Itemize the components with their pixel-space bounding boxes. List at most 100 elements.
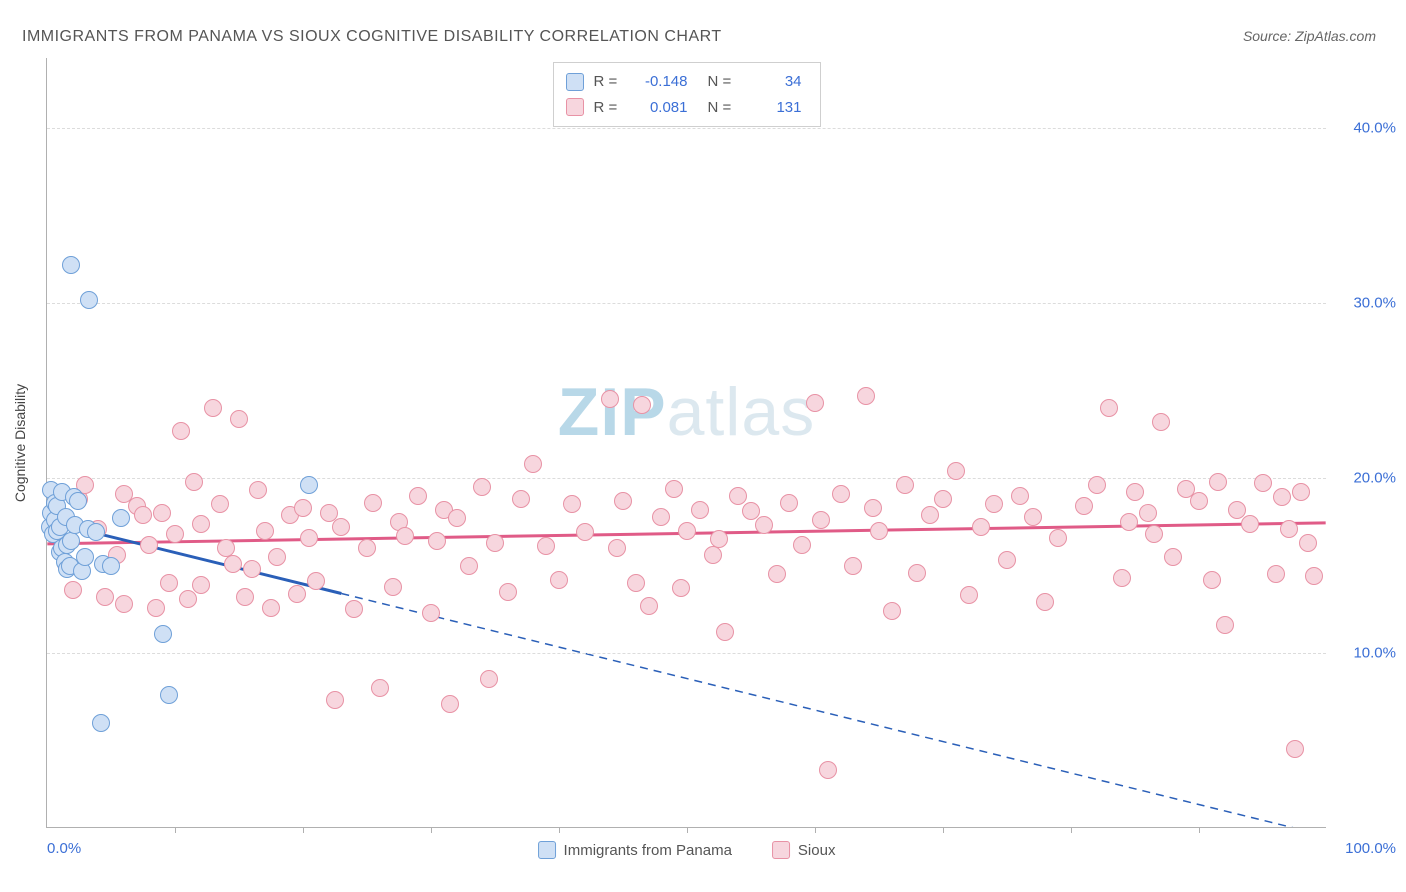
scatter-point-sioux (1299, 534, 1317, 552)
trend-lines-svg (47, 58, 1326, 827)
legend-item-panama: Immigrants from Panama (538, 841, 732, 859)
scatter-point-sioux (172, 422, 190, 440)
watermark: ZIPatlas (558, 373, 815, 451)
scatter-point-sioux (640, 597, 658, 615)
scatter-point-panama (80, 291, 98, 309)
scatter-point-sioux (288, 585, 306, 603)
scatter-point-panama (154, 625, 172, 643)
scatter-point-sioux (115, 595, 133, 613)
scatter-point-sioux (793, 536, 811, 554)
scatter-point-sioux (601, 390, 619, 408)
scatter-point-sioux (179, 590, 197, 608)
x-tick-mark (559, 827, 560, 833)
scatter-point-sioux (262, 599, 280, 617)
scatter-point-sioux (422, 604, 440, 622)
scatter-point-sioux (1267, 565, 1285, 583)
scatter-point-sioux (812, 511, 830, 529)
scatter-point-sioux (627, 574, 645, 592)
y-tick-label: 10.0% (1353, 645, 1396, 662)
scatter-point-sioux (716, 623, 734, 641)
scatter-point-sioux (249, 481, 267, 499)
x-tick-label-max: 100.0% (1345, 840, 1396, 857)
scatter-point-sioux (448, 509, 466, 527)
scatter-point-sioux (704, 546, 722, 564)
scatter-point-panama (112, 509, 130, 527)
scatter-point-sioux (1145, 525, 1163, 543)
scatter-point-sioux (307, 572, 325, 590)
scatter-point-sioux (243, 560, 261, 578)
scatter-point-sioux (268, 548, 286, 566)
legend-swatch-panama-icon (538, 841, 556, 859)
scatter-point-sioux (864, 499, 882, 517)
x-tick-label-min: 0.0% (47, 840, 81, 857)
scatter-point-sioux (563, 495, 581, 513)
scatter-point-sioux (409, 487, 427, 505)
gridline-horizontal (47, 303, 1326, 304)
scatter-point-sioux (326, 691, 344, 709)
scatter-point-sioux (1011, 487, 1029, 505)
x-tick-mark (175, 827, 176, 833)
scatter-point-panama (102, 557, 120, 575)
scatter-point-sioux (512, 490, 530, 508)
gridline-horizontal (47, 478, 1326, 479)
scatter-point-sioux (633, 396, 651, 414)
chart-title: IMMIGRANTS FROM PANAMA VS SIOUX COGNITIV… (22, 28, 722, 46)
scatter-point-sioux (473, 478, 491, 496)
scatter-point-sioux (960, 586, 978, 604)
scatter-point-sioux (1088, 476, 1106, 494)
scatter-point-sioux (486, 534, 504, 552)
x-tick-mark (687, 827, 688, 833)
scatter-point-sioux (364, 494, 382, 512)
source-attribution: Source: ZipAtlas.com (1243, 28, 1376, 44)
scatter-point-sioux (1286, 740, 1304, 758)
scatter-point-sioux (192, 576, 210, 594)
legend-row-sioux: R =0.081 N =131 (566, 95, 802, 121)
y-axis-label-wrap: Cognitive Disability (0, 58, 40, 828)
scatter-point-sioux (384, 578, 402, 596)
scatter-point-sioux (1075, 497, 1093, 515)
scatter-point-sioux (441, 695, 459, 713)
scatter-point-sioux (857, 387, 875, 405)
scatter-point-sioux (806, 394, 824, 412)
scatter-point-sioux (185, 473, 203, 491)
scatter-point-sioux (780, 494, 798, 512)
scatter-point-sioux (294, 499, 312, 517)
scatter-point-sioux (345, 600, 363, 618)
scatter-point-panama (62, 532, 80, 550)
scatter-point-sioux (755, 516, 773, 534)
scatter-point-sioux (371, 679, 389, 697)
scatter-point-sioux (998, 551, 1016, 569)
scatter-point-sioux (1139, 504, 1157, 522)
scatter-point-sioux (844, 557, 862, 575)
scatter-point-sioux (1254, 474, 1272, 492)
chart-plot-area: ZIPatlas R =-0.148 N =34 R =0.081 N =131… (46, 58, 1326, 828)
legend-swatch-panama (566, 73, 584, 91)
scatter-point-sioux (332, 518, 350, 536)
scatter-point-sioux (1036, 593, 1054, 611)
scatter-point-panama (62, 256, 80, 274)
scatter-point-sioux (1100, 399, 1118, 417)
scatter-point-sioux (1190, 492, 1208, 510)
scatter-point-sioux (1152, 413, 1170, 431)
scatter-point-sioux (396, 527, 414, 545)
gridline-horizontal (47, 653, 1326, 654)
scatter-point-sioux (896, 476, 914, 494)
scatter-point-sioux (768, 565, 786, 583)
scatter-point-sioux (428, 532, 446, 550)
scatter-point-sioux (819, 761, 837, 779)
scatter-point-sioux (192, 515, 210, 533)
scatter-point-sioux (550, 571, 568, 589)
x-tick-mark (943, 827, 944, 833)
scatter-point-sioux (691, 501, 709, 519)
legend-swatch-sioux-icon (772, 841, 790, 859)
scatter-point-panama (300, 476, 318, 494)
scatter-point-sioux (921, 506, 939, 524)
y-axis-label: Cognitive Disability (12, 384, 28, 502)
y-tick-label: 40.0% (1353, 120, 1396, 137)
series-legend: Immigrants from Panama Sioux (538, 841, 836, 859)
x-tick-mark (303, 827, 304, 833)
legend-row-panama: R =-0.148 N =34 (566, 69, 802, 95)
scatter-point-panama (92, 714, 110, 732)
scatter-point-sioux (96, 588, 114, 606)
scatter-point-sioux (460, 557, 478, 575)
